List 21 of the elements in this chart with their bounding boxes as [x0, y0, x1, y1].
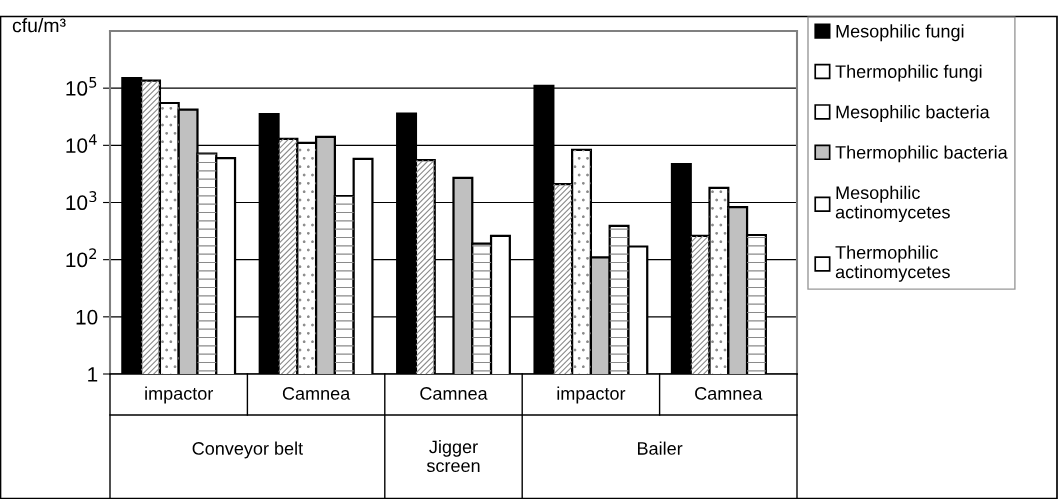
x-tick-label: Camnea	[282, 387, 351, 400]
text: Jigger screen	[426, 440, 480, 473]
y-tick-label: 1	[88, 367, 98, 382]
legend-label: Thermophilic fungi	[835, 64, 982, 82]
x-tick-label: impactor	[145, 386, 214, 404]
y-tick-label: 10$^{5}$	[66, 76, 97, 96]
text: Bailer	[638, 441, 683, 455]
legend-label: Mesophilic bacteria	[836, 105, 990, 122]
y-axis-title: cfu/m³	[12, 18, 66, 33]
legend-label: Mesophilic fungi	[836, 24, 964, 42]
y-tick-label: 10$^{3}$	[66, 191, 97, 211]
y-tick-label: 10	[76, 309, 98, 325]
legend-label: Thermophilic actinomycetes	[835, 245, 950, 282]
legend-label: Mesophilic actinomycetes	[835, 185, 950, 223]
text: Conveyor belt	[192, 441, 303, 459]
y-tick-label: 10$^{4}$	[66, 134, 97, 153]
x-tick-label: impactor	[557, 386, 626, 404]
legend-label: Thermophilic bacteria	[835, 145, 1008, 163]
x-tick-label: Camnea	[695, 387, 763, 400]
y-tick-label: 10$^{2}$	[66, 248, 97, 268]
x-tick-label: Camnea	[420, 387, 488, 400]
